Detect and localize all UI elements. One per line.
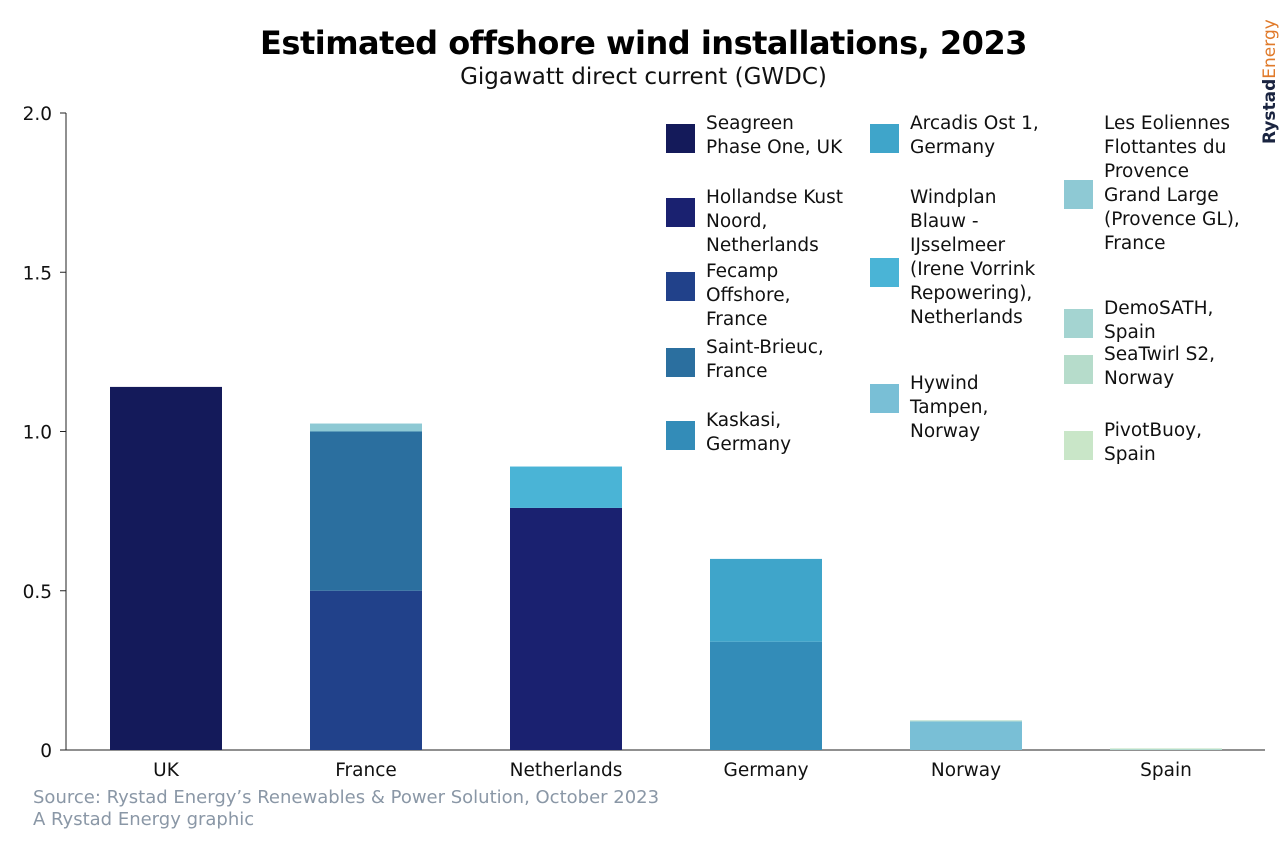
chart-title: Estimated offshore wind installations, 2… [260,24,1027,62]
legend-label: Saint-Brieuc, France [706,337,824,382]
legend-label: Kaskasi, Germany [706,410,792,455]
legend-label: Hollandse Kust Noord, Netherlands [706,187,844,256]
legend-swatch [666,198,695,227]
legend-label: Les Eoliennes Flottantes du Provence Gra… [1104,113,1240,254]
x-tick-label: Norway [931,760,1001,781]
credit-note: A Rystad Energy graphic [33,809,255,830]
bar-segment [510,466,622,508]
x-tick-label: France [335,760,397,781]
y-tick-label: 2.0 [23,104,52,125]
legend-swatch [1064,309,1093,338]
legend-label: Arcadis Ost 1, Germany [910,113,1039,158]
bar-segment [310,431,422,591]
legend-label: Fecamp Offshore, France [706,261,791,330]
legend-label: DemoSATH, Spain [1104,298,1214,343]
chart-subtitle: Gigawatt direct current (GWDC) [460,64,827,90]
y-tick-label: 1.5 [23,263,52,284]
source-note: Source: Rystad Energy’s Renewables & Pow… [33,787,660,808]
x-tick-label: Germany [723,760,808,781]
legend-label: PivotBuoy, Spain [1104,420,1202,465]
legend-label: SeaTwirl S2, Norway [1104,344,1215,389]
bar-segment [710,558,822,642]
legend-label: Hywind Tampen, Norway [910,373,989,442]
y-tick-label: 0 [40,741,52,762]
x-tick-labels: UK France Netherlands Germany Norway Spain [153,760,1192,781]
legend-swatch [666,124,695,153]
logo-text-rystad: Rystad [1260,79,1280,144]
bar-segment [710,641,822,750]
x-tick-label: UK [153,760,180,781]
legend-swatch [666,348,695,377]
bar-segment [910,721,1022,750]
x-tick-label: Netherlands [510,760,623,781]
x-tick-label: Spain [1140,760,1192,781]
bar-segment [110,386,222,750]
legend-swatch [870,384,899,413]
legend-swatch [870,258,899,287]
legend-swatch [1064,180,1093,209]
rystad-energy-logo: RystadEnergy [1260,20,1280,144]
bar-segment [310,590,422,750]
bars [110,386,1222,750]
legend-swatch [1064,431,1093,460]
y-tick-labels: 0 0.5 1.0 1.5 2.0 [23,104,52,762]
legend-label: Windplan Blauw - IJsselmeer (Irene Vorri… [910,187,1036,328]
svg-text:RystadEnergy: RystadEnergy [1260,20,1280,144]
bar-segment [1110,749,1222,750]
legend-label: Seagreen Phase One, UK [706,113,843,158]
axes [60,112,1265,751]
legend-swatch [666,272,695,301]
bar-segment [910,720,1022,722]
logo-text-energy: Energy [1260,20,1280,79]
bar-segment [510,507,622,750]
y-tick-label: 1.0 [23,423,52,444]
y-tick-label: 0.5 [23,582,52,603]
bar-segment [1110,748,1222,750]
legend-swatch [1064,355,1093,384]
legend-swatch [666,421,695,450]
bar-segment [310,423,422,432]
legend-swatch [870,124,899,153]
